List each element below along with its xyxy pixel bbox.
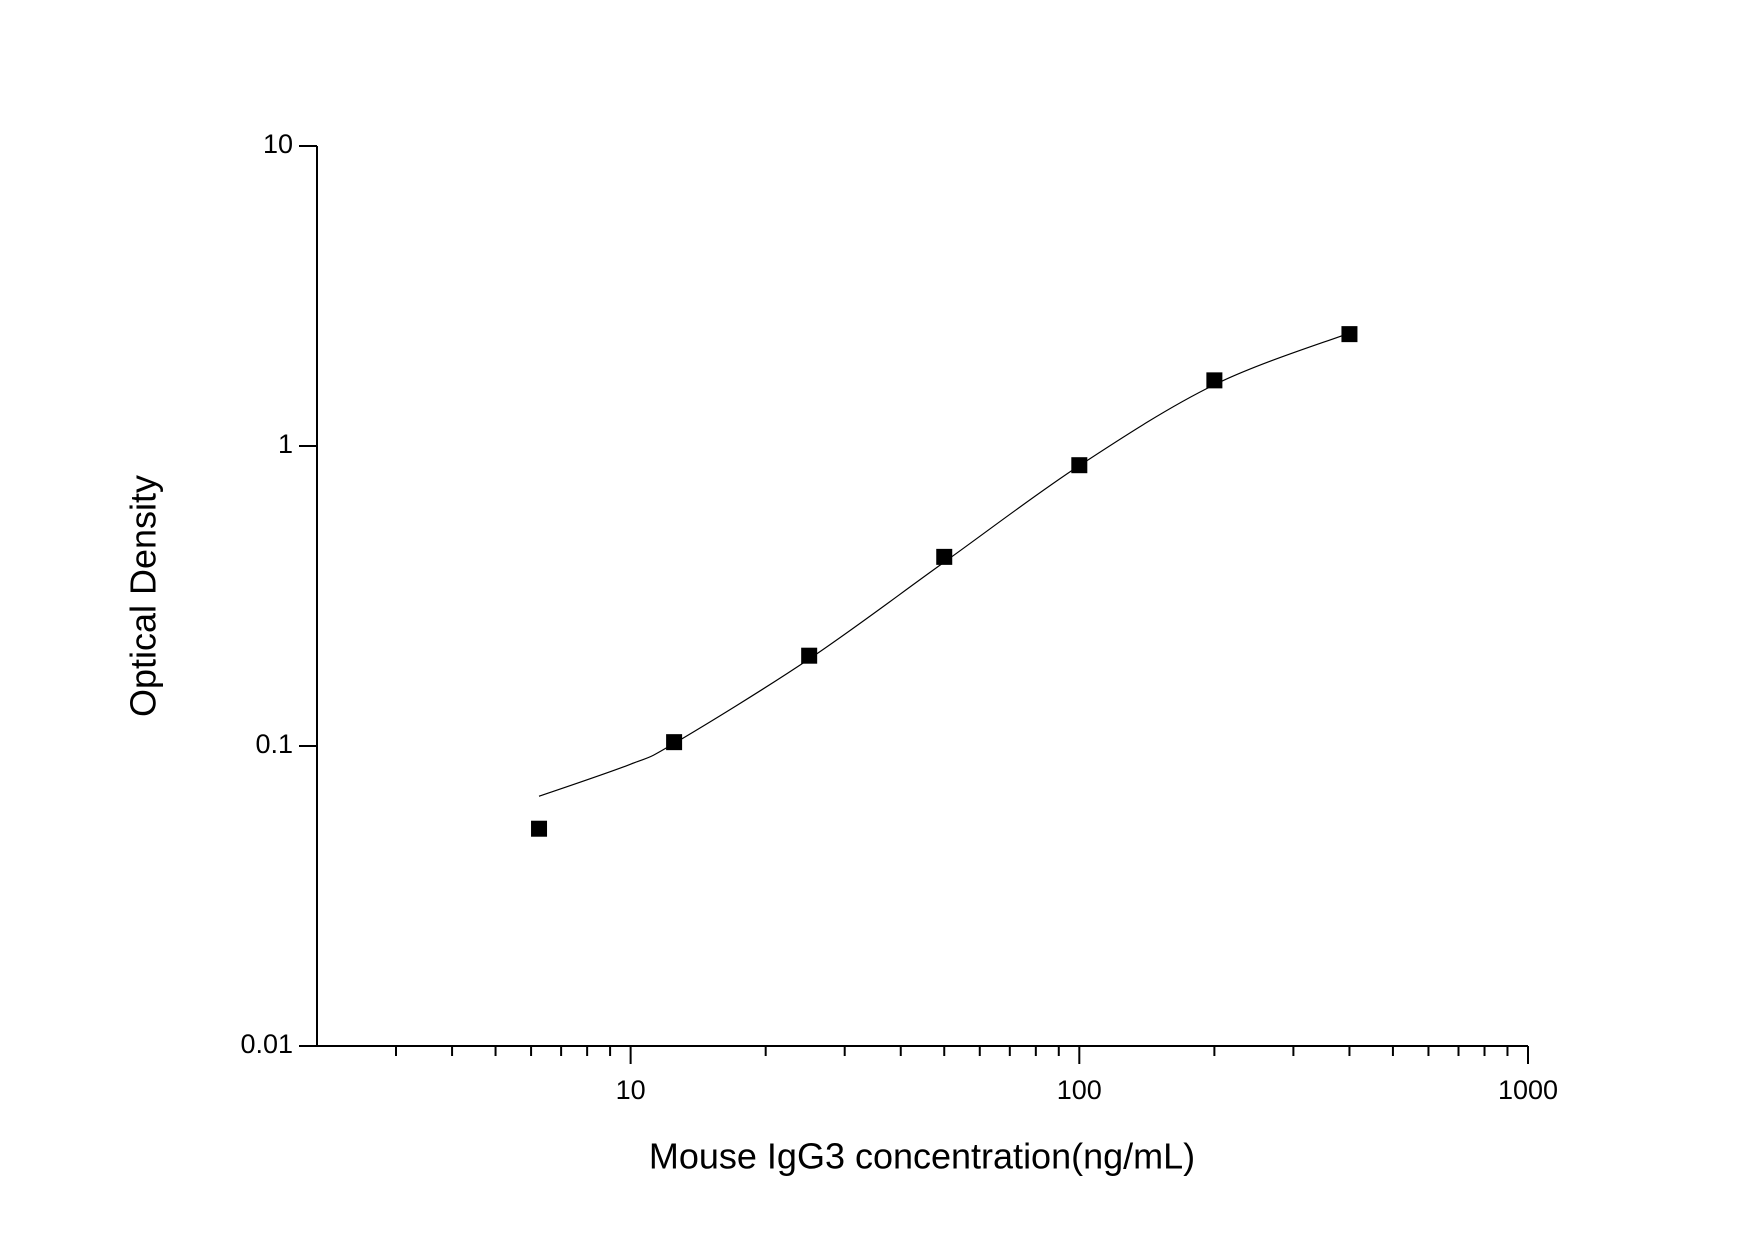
- y-axis-title: Optical Density: [123, 475, 164, 717]
- fit-curve: [538, 332, 1350, 797]
- y-tick-label: 10: [263, 129, 293, 159]
- x-axis-title: Mouse IgG3 concentration(ng/mL): [649, 1136, 1195, 1177]
- x-tick-label: 1000: [1498, 1075, 1558, 1105]
- y-tick-label: 0.1: [255, 729, 293, 759]
- data-point: [1341, 326, 1358, 343]
- y-tick-label: 0.01: [240, 1029, 293, 1059]
- data-point: [936, 548, 953, 565]
- data-point: [1206, 372, 1223, 389]
- x-tick-label: 100: [1057, 1075, 1102, 1105]
- data-point: [801, 647, 818, 664]
- data-point: [531, 820, 548, 837]
- y-tick-label: 1: [278, 429, 293, 459]
- x-tick-label: 10: [616, 1075, 646, 1105]
- data-point: [666, 734, 683, 751]
